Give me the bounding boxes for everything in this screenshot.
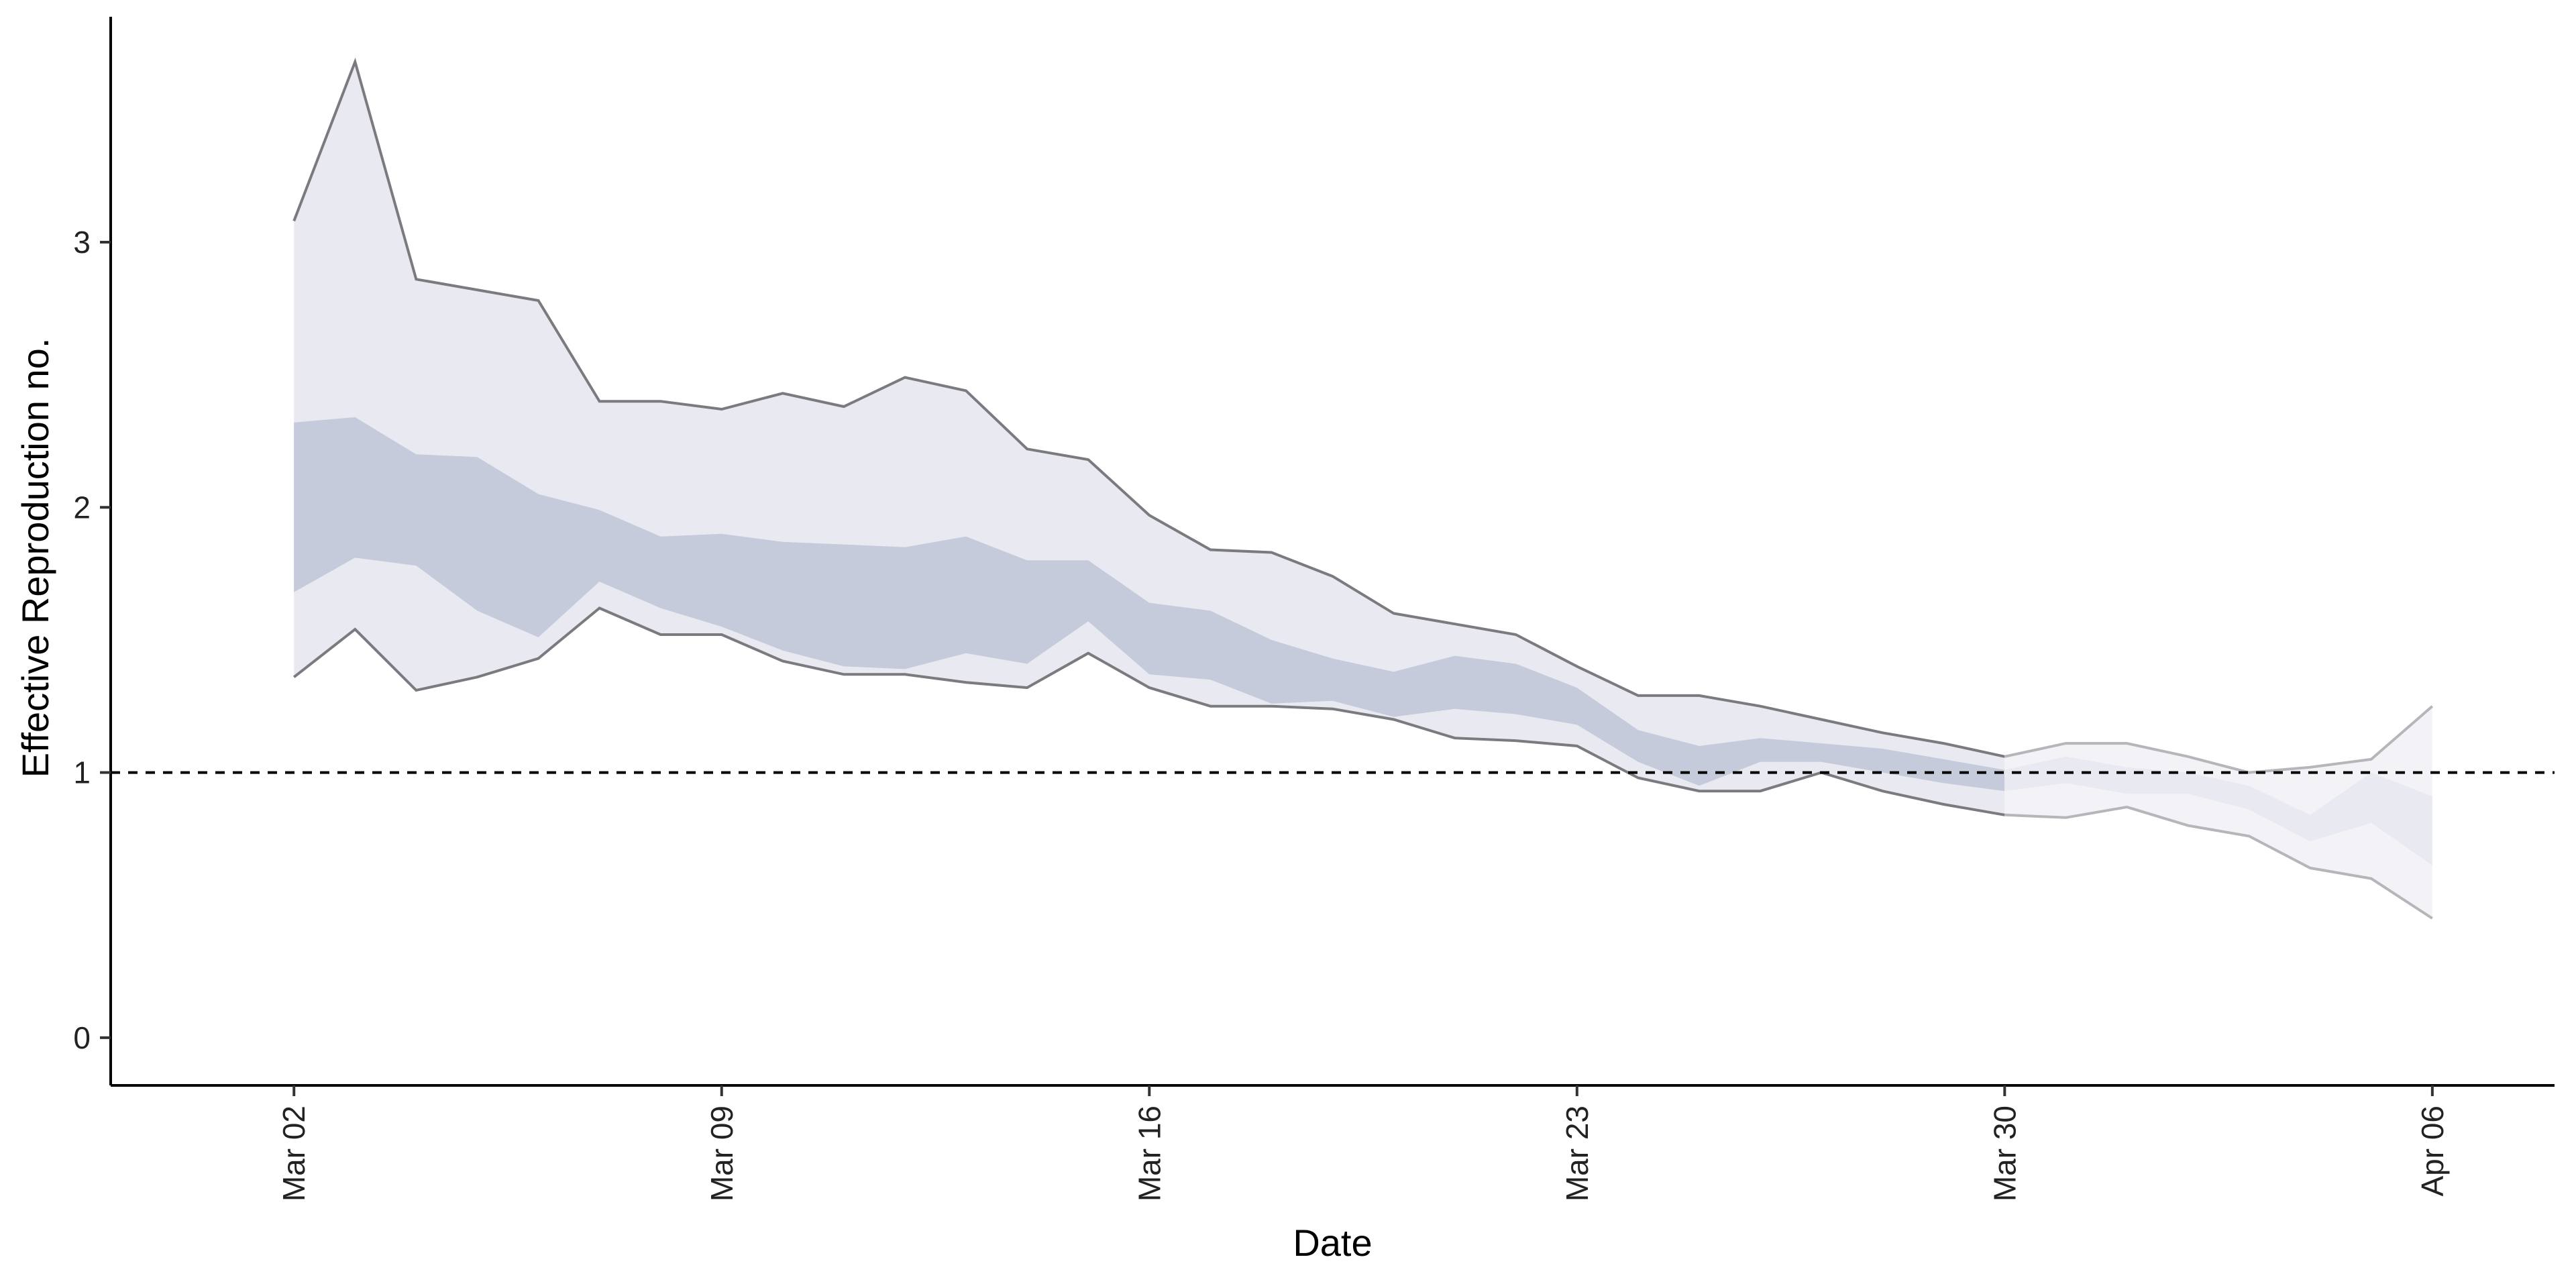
x-tick-label: Mar 09 [704,1106,739,1201]
lower-bound-line-recent [2004,805,2433,920]
y-tick-label: 1 [73,755,91,790]
y-tick-label: 2 [73,490,91,525]
upper-bound-line [292,57,2005,758]
x-tick-label: Apr 06 [2415,1106,2450,1197]
y-tick-label: 3 [73,225,91,260]
x-axis-title: Date [1293,1222,1372,1264]
inner-band-recent [2004,756,2432,865]
lower-bound-line [292,606,2005,816]
axes: 0 1 2 3 Mar 02 Mar 09 Mar 16 Mar 23 Mar 30 Apr 06 [73,17,2555,1201]
upper-bound-line-recent [2004,705,2434,774]
outer-band [294,62,2005,815]
bound-lines [292,57,2434,920]
x-tick-label: Mar 23 [1560,1106,1595,1201]
y-tick-label: 0 [73,1020,91,1055]
credible-interval-bands [294,62,2432,918]
x-tick-label: Mar 16 [1132,1106,1167,1201]
outer-band-recent [2004,706,2432,918]
inner-band [294,417,2005,792]
x-tick-label: Mar 30 [1987,1106,2022,1201]
x-tick-label: Mar 02 [276,1106,311,1201]
y-axis-title: Effective Reproduction no. [14,338,56,778]
